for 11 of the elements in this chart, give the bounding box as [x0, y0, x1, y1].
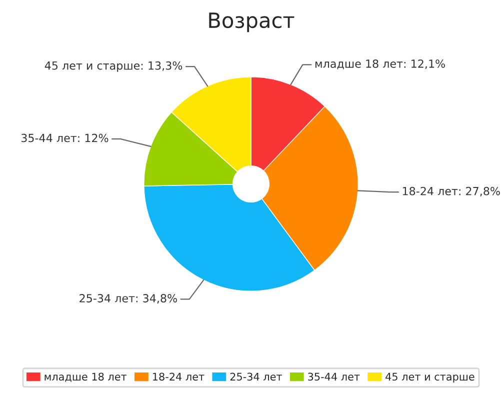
legend-label: 25-34 лет — [230, 372, 282, 381]
data-label: 45 лет и старше: 13,3% — [44, 61, 182, 72]
legend-label: 18-24 лет — [153, 372, 204, 381]
data-label: 35-44 лет: 12% — [21, 134, 108, 142]
legend-label: 35-44 лет — [308, 372, 360, 381]
data-label: 25-34 лет: 34,8% — [80, 294, 177, 304]
legend-label: младше 18 лет — [44, 372, 127, 382]
data-label: 18-24 лет: 27,8% — [402, 186, 500, 196]
data-label: младше 18 лет: 12,1% — [315, 59, 445, 70]
legend-label: 45 лет и старше — [386, 372, 474, 383]
chart-title: Возраст — [209, 12, 294, 32]
